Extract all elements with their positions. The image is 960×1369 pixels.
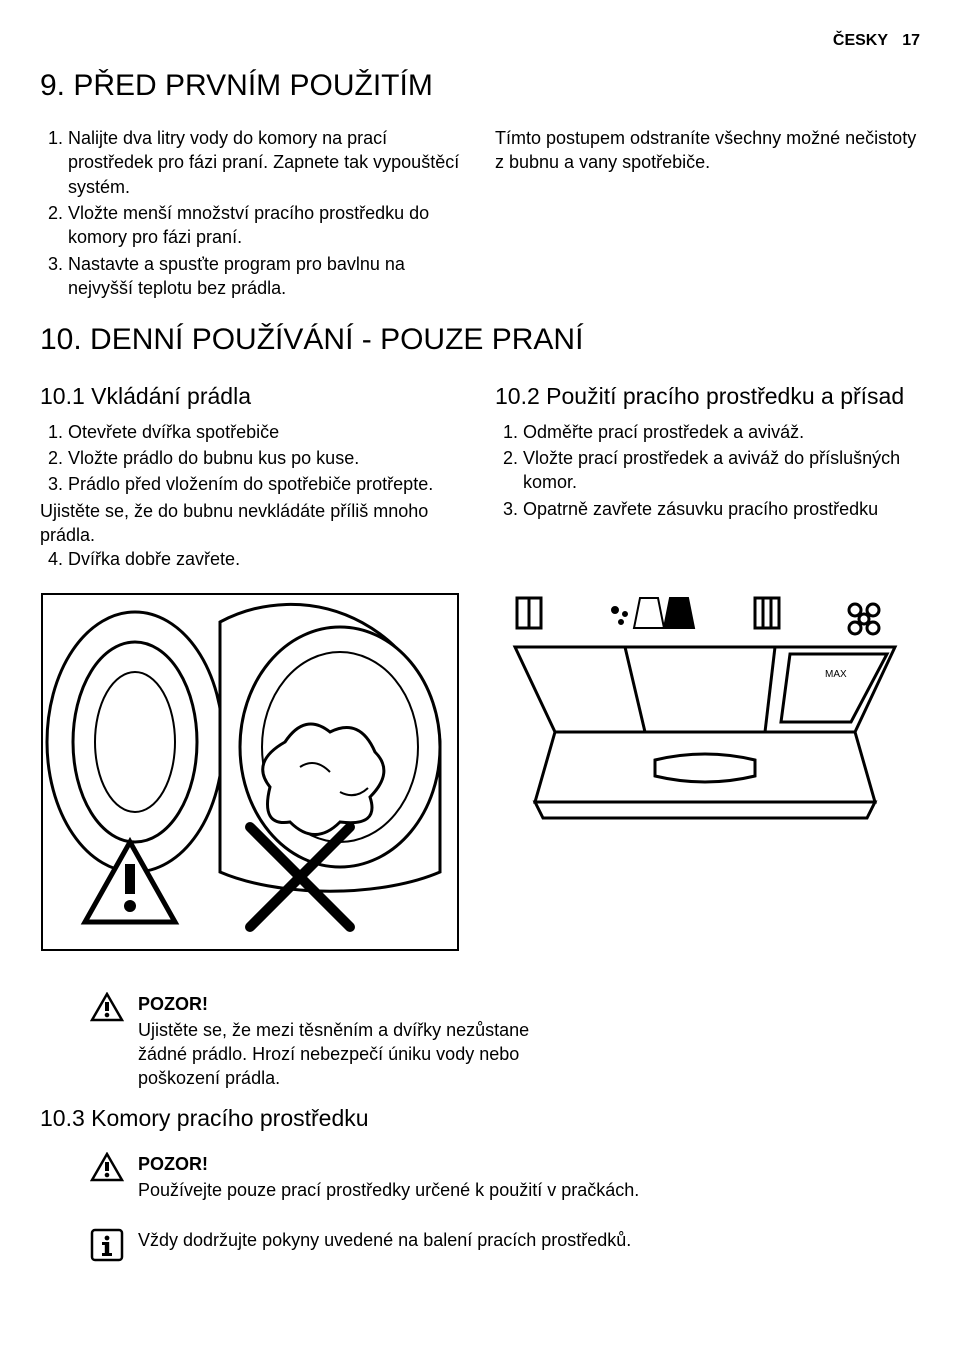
section-10-1-inline-note: Ujistěte se, že do bubnu nevkládáte příl…	[40, 499, 465, 548]
caution-1-title: POZOR!	[138, 992, 540, 1016]
section-10-right-col: 10.2 Použití pracího prostředku a přísad…	[495, 381, 920, 574]
section-9-result-paragraph: Tímto postupem odstraníte všechny možné …	[495, 126, 920, 175]
figures-row: MAX	[40, 592, 920, 952]
section-10-2-heading: 10.2 Použití pracího prostředku a přísad	[495, 381, 920, 412]
section-10-1-steps: Otevřete dvířka spotřebiče Vložte prádlo…	[40, 420, 465, 497]
section-9-body: Nalijte dva litry vody do komory na prac…	[40, 126, 920, 302]
svg-text:MAX: MAX	[825, 669, 847, 680]
caution-2-text: Používejte pouze prací prostředky určené…	[138, 1178, 910, 1202]
figure-detergent-drawer: MAX	[495, 592, 920, 852]
list-item: Odměřte prací prostředek a aviváž.	[523, 420, 920, 444]
info-notice: Vždy dodržujte pokyny uvedené na balení …	[90, 1228, 910, 1262]
section-10-title: 10. DENNÍ POUŽÍVÁNÍ - POUZE PRANÍ	[40, 320, 920, 361]
page-header: ČESKY 17	[40, 30, 920, 52]
door-laundry-illustration	[40, 592, 460, 952]
list-item: Vložte menší množství pracího prostředku…	[68, 201, 465, 250]
list-item: Opatrně zavřete zásuvku pracího prostřed…	[523, 497, 920, 521]
section-10-body: 10.1 Vkládání prádla Otevřete dvířka spo…	[40, 381, 920, 574]
detergent-drawer-illustration: MAX	[495, 592, 915, 852]
info-square-icon	[90, 1228, 124, 1262]
caution-2-title: POZOR!	[138, 1152, 910, 1176]
warning-triangle-icon	[90, 1152, 124, 1203]
info-body: Vždy dodržujte pokyny uvedené na balení …	[138, 1228, 910, 1262]
list-item: Vložte prací prostředek a aviváž do přís…	[523, 446, 920, 495]
list-item: Vložte prádlo do bubnu kus po kuse.	[68, 446, 465, 470]
caution-2-body: POZOR! Používejte pouze prací prostředky…	[138, 1152, 910, 1203]
figure-door-laundry	[40, 592, 465, 952]
header-lang: ČESKY	[833, 32, 888, 49]
list-item: Prádlo před vložením do spotřebiče protř…	[68, 472, 465, 496]
list-item: Otevřete dvířka spotřebiče	[68, 420, 465, 444]
section-10-3-heading: 10.3 Komory pracího prostředku	[40, 1103, 920, 1134]
section-9-steps-list: Nalijte dva litry vody do komory na prac…	[40, 126, 465, 300]
warning-triangle-icon	[90, 992, 124, 1091]
section-10-left-col: 10.1 Vkládání prádla Otevřete dvířka spo…	[40, 381, 465, 574]
section-10-1-heading: 10.1 Vkládání prádla	[40, 381, 465, 412]
header-page-number: 17	[902, 32, 920, 49]
section-10-2-steps: Odměřte prací prostředek a aviváž. Vložt…	[495, 420, 920, 521]
section-9-title: 9. PŘED PRVNÍM POUŽITÍM	[40, 66, 920, 107]
caution-1-body: POZOR! Ujistěte se, že mezi těsněním a d…	[138, 992, 540, 1091]
section-10-1-steps-cont: Dvířka dobře zavřete.	[40, 547, 465, 571]
caution-notice-2: POZOR! Používejte pouze prací prostředky…	[90, 1152, 910, 1203]
list-item: Dvířka dobře zavřete.	[68, 547, 465, 571]
section-9-left-col: Nalijte dva litry vody do komory na prac…	[40, 126, 465, 302]
list-item: Nastavte a spusťte program pro bavlnu na…	[68, 252, 465, 301]
section-9-right-col: Tímto postupem odstraníte všechny možné …	[495, 126, 920, 302]
caution-1-text: Ujistěte se, že mezi těsněním a dvířky n…	[138, 1018, 540, 1091]
list-item: Nalijte dva litry vody do komory na prac…	[68, 126, 465, 199]
caution-notice-1: POZOR! Ujistěte se, že mezi těsněním a d…	[90, 992, 540, 1091]
info-text: Vždy dodržujte pokyny uvedené na balení …	[138, 1228, 910, 1252]
